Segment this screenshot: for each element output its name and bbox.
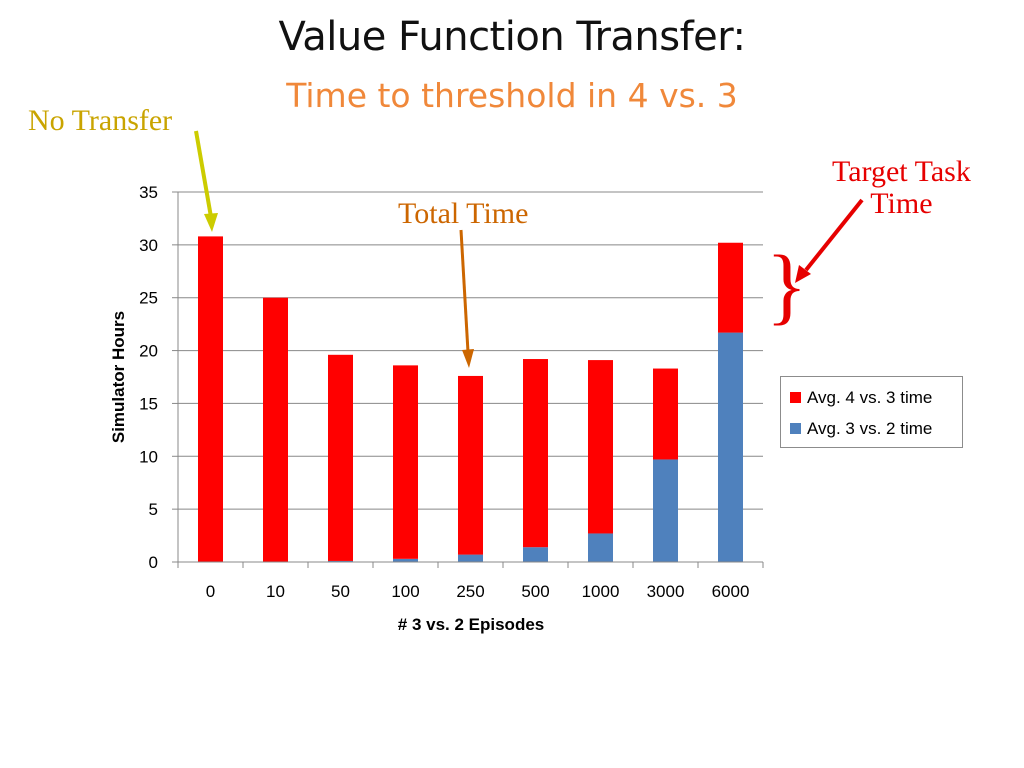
y-tick-label: 20	[139, 342, 158, 361]
bar-segment-target	[718, 242, 743, 333]
total-time-arrow	[459, 229, 474, 368]
x-tick-label: 1000	[582, 582, 620, 601]
y-axis-title: Simulator Hours	[109, 311, 128, 443]
x-tick-label: 3000	[647, 582, 685, 601]
bar-segment-source	[328, 560, 353, 562]
bar-segment-target	[393, 365, 418, 559]
target-task-label: Target Task Time	[832, 156, 971, 219]
bar-segment-target	[328, 354, 353, 561]
target-task-arrow	[795, 198, 864, 283]
bar-segment-source	[458, 554, 483, 562]
bar-segment-target	[523, 359, 548, 548]
no-transfer-label: No Transfer	[28, 104, 173, 137]
legend-label-source: Avg. 3 vs. 2 time	[807, 418, 933, 438]
x-axis-title: # 3 vs. 2 Episodes	[398, 615, 544, 634]
y-tick-label: 25	[139, 289, 158, 308]
total-time-label: Total Time	[398, 197, 529, 230]
slide-subtitle: Time to threshold in 4 vs. 3	[286, 76, 738, 115]
y-tick-label: 10	[139, 447, 158, 466]
bars	[198, 236, 743, 562]
legend-item-target: Avg. 4 vs. 3 time	[790, 382, 962, 413]
x-tick-label: 250	[456, 582, 484, 601]
y-tick-label: 30	[139, 236, 158, 255]
bar-segment-target	[198, 236, 223, 562]
bar-segment-target	[263, 297, 288, 562]
chart-legend: Avg. 4 vs. 3 time Avg. 3 vs. 2 time	[780, 376, 963, 448]
target-task-line1: Target Task	[832, 155, 971, 188]
bar-segment-source	[588, 533, 613, 562]
y-tick-label: 5	[149, 500, 158, 519]
legend-swatch-red	[790, 392, 801, 403]
y-tick-label: 15	[139, 394, 158, 413]
legend-swatch-blue	[790, 423, 801, 434]
x-tick-label: 10	[266, 582, 285, 601]
slide-title: Value Function Transfer:	[278, 14, 746, 60]
brace-symbol: }	[766, 237, 807, 333]
bar-segment-source	[718, 332, 743, 562]
bar-segment-source	[393, 558, 418, 562]
y-tick-label: 0	[149, 553, 158, 572]
bar-segment-target	[653, 368, 678, 460]
bar-segment-source	[523, 547, 548, 562]
legend-label-target: Avg. 4 vs. 3 time	[807, 387, 933, 407]
legend-item-source: Avg. 3 vs. 2 time	[790, 413, 962, 444]
bar-segment-target	[458, 375, 483, 555]
y-tick-label: 35	[139, 183, 158, 202]
bar-segment-source	[653, 459, 678, 562]
bar-segment-target	[588, 360, 613, 534]
tick-labels: 0 5 10 15 20 25 30 35 0 10 50 100 250 500 1000 3000 6000	[139, 183, 749, 601]
x-tick-label: 6000	[712, 582, 750, 601]
axes	[172, 191, 764, 568]
x-tick-label: 500	[521, 582, 549, 601]
x-tick-label: 0	[206, 582, 215, 601]
no-transfer-arrow	[194, 130, 218, 232]
x-tick-label: 50	[331, 582, 350, 601]
x-tick-label: 100	[391, 582, 419, 601]
target-task-line2: Time	[870, 186, 933, 220]
